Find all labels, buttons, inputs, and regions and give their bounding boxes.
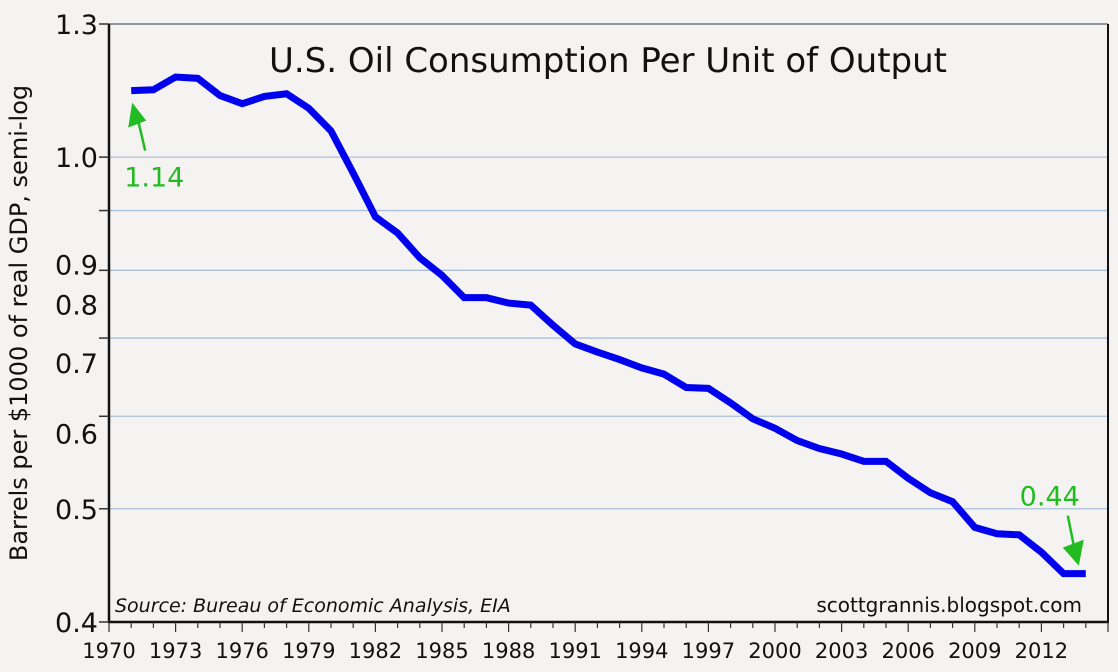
x-tick-label: 1976: [215, 639, 268, 663]
x-tick-label: 2009: [948, 639, 1001, 663]
x-tick-label: 1979: [282, 639, 335, 663]
annotation-arrow-head: [1062, 539, 1084, 566]
y-tick-label: 0.6: [55, 419, 98, 450]
y-tick-label: 0.7: [55, 349, 98, 380]
y-tick-label: 0.4: [55, 608, 98, 639]
plot-frame: [107, 23, 1109, 624]
source-note: Source: Bureau of Economic Analysis, EIA: [115, 595, 511, 617]
series-layer: [131, 73, 1086, 578]
x-tick-label: 1991: [548, 639, 601, 663]
x-tick-label: 1988: [482, 639, 535, 663]
y-axis-ticks: 1.3 1.0 0.9 0.8 0.7 0.6 0.5 0.4: [55, 10, 109, 639]
annotation-arrow-head: [128, 102, 147, 128]
y-tick-label: 0.8: [55, 290, 98, 321]
x-tick-label: 1997: [682, 639, 735, 663]
chart-title: U.S. Oil Consumption Per Unit of Output: [269, 41, 947, 81]
credit-text: scottgrannis.blogspot.com: [816, 593, 1082, 617]
x-tick-label: 1994: [615, 639, 668, 663]
y-axis-label: Barrels per $1000 of real GDP, semi-log: [5, 85, 33, 561]
annotation-arrow-shaft: [1066, 515, 1076, 546]
x-tick-label: 1970: [82, 639, 135, 663]
annotations: 1.14 0.44: [124, 102, 1084, 566]
x-axis-ticks: 1970 1973 1976 1979 1982 1985 1988 1991 1994 1997…: [82, 622, 1109, 663]
annotation-label: 0.44: [1020, 482, 1080, 513]
annotation-label: 1.14: [124, 163, 184, 194]
x-tick-label: 2006: [881, 639, 934, 663]
x-tick-label: 1985: [415, 639, 468, 663]
x-tick-label: 2012: [1015, 639, 1068, 663]
x-tick-label: 2003: [815, 639, 868, 663]
x-tick-label: 1973: [149, 639, 202, 663]
y-tick-label: 1.0: [55, 143, 98, 174]
y-tick-label: 0.5: [55, 495, 98, 526]
y-tick-label: 0.9: [55, 251, 98, 282]
series-line: [131, 73, 1086, 578]
x-tick-label: 2000: [748, 639, 801, 663]
x-tick-label: 1982: [349, 639, 402, 663]
y-tick-label: 1.3: [55, 10, 98, 41]
gridlines: [109, 156, 1108, 510]
